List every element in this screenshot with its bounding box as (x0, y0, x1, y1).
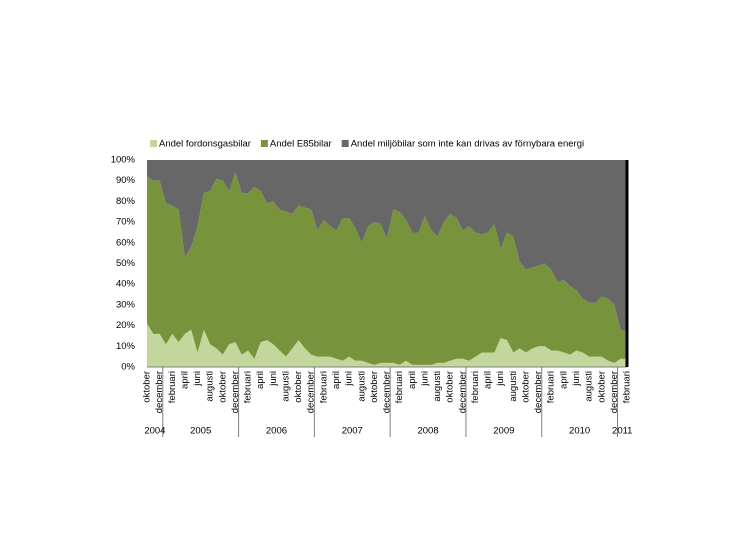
x-tick-label: oktober (596, 371, 607, 403)
y-tick-label: 0% (121, 362, 135, 373)
legend-swatch (150, 140, 157, 147)
y-tick-label: 20% (116, 320, 136, 331)
x-tick-label: februari (470, 371, 481, 403)
x-tick-label: december (609, 371, 620, 413)
y-tick-label: 60% (116, 237, 136, 248)
plot: 0% 10% 20% 30% 40% 50% 60% 70% 80% 90% 100% oktober… (111, 139, 633, 437)
x-tick-label: juni (571, 371, 582, 387)
y-tick-label: 100% (111, 155, 136, 166)
x-tick-label: augusti (508, 371, 519, 402)
x-tick-label: februari (546, 371, 557, 403)
y-tick-label: 30% (116, 299, 136, 310)
y-tick-label: 10% (116, 341, 136, 352)
x-tick-label: oktober (520, 371, 531, 403)
x-tick-label: december (230, 371, 241, 413)
x-tick-label: april (407, 371, 418, 389)
x-tick-label: december (457, 371, 468, 413)
x-tick-label: oktober (293, 371, 304, 403)
x-tick-label: december (382, 371, 393, 413)
x-tick-label: oktober (369, 371, 380, 403)
x-tick-label: augusti (205, 371, 216, 402)
x-tick-label: december (154, 371, 165, 413)
y-tick-label: 50% (116, 258, 136, 269)
legend-label: Andel fordonsgasbilar (159, 139, 251, 150)
year-label: 2007 (342, 426, 363, 437)
x-tick-label: juni (344, 371, 355, 387)
x-tick-label: oktober (217, 371, 228, 403)
x-tick-label: april (483, 371, 494, 389)
x-tick-label: juni (495, 371, 506, 387)
x-tick-label: augusti (584, 371, 595, 402)
x-tick-label: december (306, 371, 317, 413)
year-label: 2005 (190, 426, 211, 437)
legend-label: Andel E85bilar (270, 139, 332, 150)
legend-swatch (260, 140, 268, 147)
x-tick-label: april (331, 371, 342, 389)
x-tick-label: april (558, 371, 569, 389)
x-tick-label: december (533, 371, 544, 413)
x-tick-label: februari (394, 371, 405, 403)
x-tick-label: februari (243, 371, 254, 403)
year-label: 2010 (569, 426, 590, 437)
x-tick-label: oktober (142, 371, 153, 403)
area (147, 172, 627, 365)
x-tick-label: februari (622, 371, 633, 403)
x-tick-label: augusti (432, 371, 443, 402)
y-tick-label: 40% (116, 279, 136, 290)
x-tick-label: februari (318, 371, 329, 403)
legend-label: Andel miljöbilar som inte kan drivas av … (351, 139, 584, 150)
year-label: 2004 (144, 426, 165, 437)
x-tick-label: juni (192, 371, 203, 387)
x-tick-label: februari (167, 371, 178, 403)
x-tick-label: april (179, 371, 190, 389)
area (147, 160, 627, 332)
year-label: 2008 (417, 426, 438, 437)
year-label: 2009 (493, 426, 514, 437)
legend-swatch (341, 140, 349, 147)
area (147, 323, 627, 367)
year-label: 2006 (266, 426, 287, 437)
x-tick-label: juni (268, 371, 279, 387)
year-label: 2011 (612, 426, 632, 437)
y-tick-label: 90% (116, 175, 136, 186)
x-tick-label: juni (419, 371, 430, 387)
y-tick-label: 80% (116, 196, 136, 207)
x-tick-label: augusti (356, 371, 367, 402)
y-tick-label: 70% (116, 217, 136, 228)
x-tick-label: augusti (280, 371, 291, 402)
x-tick-label: april (255, 371, 266, 389)
x-tick-label: oktober (445, 371, 456, 403)
